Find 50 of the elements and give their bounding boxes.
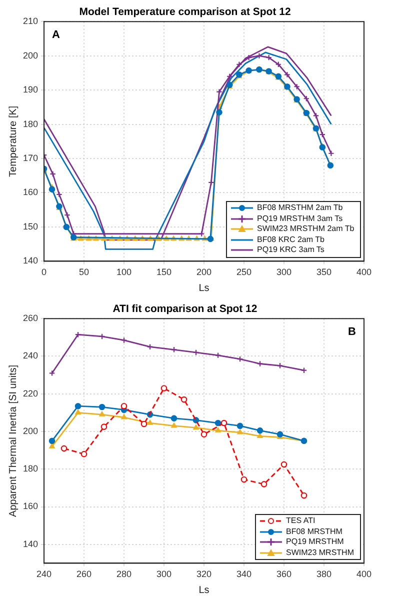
annotation: A <box>52 29 60 42</box>
y-tick-label: 170 <box>22 153 38 163</box>
y-tick-label: 180 <box>22 464 38 474</box>
x-axis-title: Ls <box>198 282 210 294</box>
y-tick-label: 150 <box>22 221 38 232</box>
legend-label: PQ19 MRSTHM 3am Ts <box>257 214 343 224</box>
y-tick-label: 190 <box>22 84 38 95</box>
y-tick-label: 160 <box>22 187 38 198</box>
annotation: B <box>348 326 356 338</box>
legend-label: BF08 KRC 2am Tb <box>257 234 324 246</box>
x-tick-label: 260 <box>76 569 92 580</box>
x-tick-label: 200 <box>196 267 212 278</box>
y-tick-label: 260 <box>22 313 38 324</box>
y-tick-label: 180 <box>22 118 38 129</box>
x-tick-label: 320 <box>196 569 212 580</box>
y-tick-label: 210 <box>22 16 38 26</box>
y-tick-label: 140 <box>22 538 38 549</box>
x-tick-label: 400 <box>356 267 372 278</box>
y-tick-label: 240 <box>22 350 38 361</box>
x-tick-label: 300 <box>156 569 172 580</box>
x-tick-label: 0 <box>42 267 47 278</box>
legend-label: PQ19 MRSTHM <box>286 537 344 548</box>
x-tick-label: 300 <box>276 267 292 278</box>
y-axis-title: Temperature [K] <box>8 106 19 177</box>
x-tick-label: 100 <box>116 267 132 278</box>
legend-label: BF08 MRSTHM 2am Tb <box>257 203 343 214</box>
legend-label: PQ19 KRC 3am Ts <box>257 245 324 256</box>
y-tick-label: 200 <box>22 426 38 436</box>
x-tick-label: 400 <box>356 569 372 580</box>
y-tick-label: 160 <box>22 501 38 512</box>
x-tick-label: 250 <box>236 267 252 278</box>
y-tick-label: 140 <box>22 256 38 266</box>
y-tick-label: 200 <box>22 50 38 60</box>
legend-label: SWIM23 MRSTHM 2am Tb <box>257 224 354 235</box>
x-tick-label: 280 <box>116 569 132 580</box>
y-tick-label: 220 <box>22 388 38 398</box>
x-tick-label: 350 <box>316 267 332 278</box>
chart-title: ATI fit comparison at Spot 12 <box>112 303 258 316</box>
y-axis-title: Apparent Thermal Inertia [SI units] <box>8 364 19 517</box>
x-tick-label: 360 <box>276 569 292 580</box>
x-tick-label: 240 <box>36 569 52 580</box>
x-tick-label: 50 <box>79 267 90 278</box>
legend-label: SWIM23 MRSTHM <box>286 548 354 558</box>
legend-label: BF08 MRSTHM <box>286 526 342 538</box>
x-tick-label: 380 <box>316 569 332 580</box>
x-tick-label: 150 <box>156 267 172 278</box>
x-tick-label: 340 <box>236 569 252 580</box>
chart-title: Model Temperature comparison at Spot 12 <box>79 6 291 18</box>
x-axis-title: Ls <box>198 584 210 596</box>
legend-label: TES ATI <box>286 516 316 527</box>
